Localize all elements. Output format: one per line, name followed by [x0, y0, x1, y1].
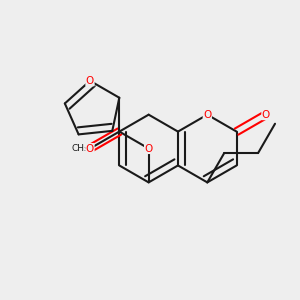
Text: O: O [145, 143, 153, 154]
Text: O: O [203, 110, 212, 120]
Text: O: O [86, 76, 94, 86]
Text: O: O [86, 143, 94, 154]
Text: CH₃: CH₃ [72, 144, 88, 153]
Text: O: O [262, 110, 270, 120]
